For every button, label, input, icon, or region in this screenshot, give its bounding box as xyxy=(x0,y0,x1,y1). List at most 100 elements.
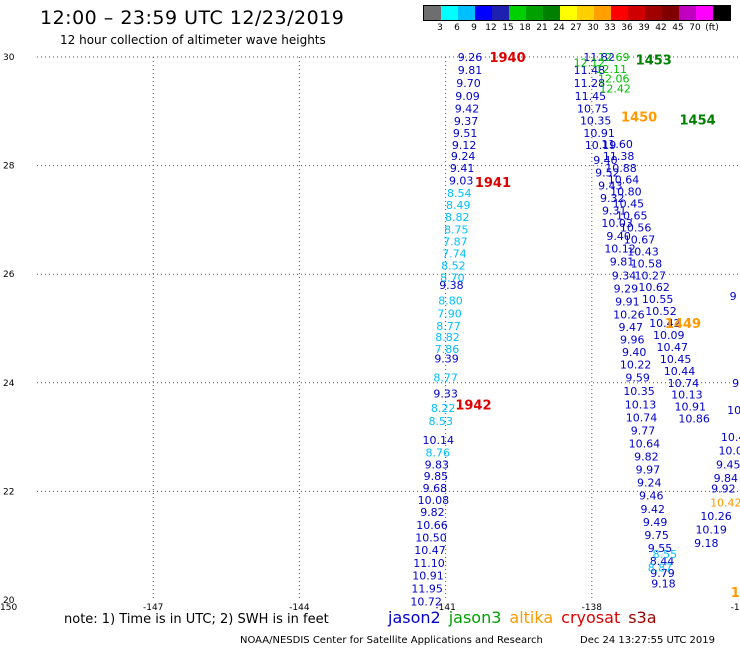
wave-height-point: 10.44 xyxy=(664,365,696,378)
color-swatch xyxy=(458,6,475,20)
wave-height-point: 9.31 xyxy=(602,205,627,218)
wave-height-point: 9.12 xyxy=(452,139,477,152)
wave-height-point: 10.88 xyxy=(605,162,637,175)
wave-height-point: 10.52 xyxy=(645,305,677,318)
pass-time-label: 15 xyxy=(731,586,740,601)
wave-height-point: 9.81 xyxy=(458,64,483,77)
pass-time-label: 1942 xyxy=(455,399,491,414)
color-swatch xyxy=(611,6,628,20)
x-tick-label: -150 xyxy=(0,603,17,613)
wave-height-point: 11.60 xyxy=(601,138,633,151)
wave-height-point: 9.55 xyxy=(648,542,673,555)
pass-time-label: 1453 xyxy=(636,54,672,69)
color-scale-label: 70 xyxy=(689,23,701,33)
wave-height-point: 7.74 xyxy=(442,248,467,261)
wave-height-point: 11.28 xyxy=(574,77,606,90)
wave-height-point: 7.87 xyxy=(443,236,468,249)
y-tick-label: 20 xyxy=(3,596,15,606)
color-swatch xyxy=(645,6,662,20)
wave-height-point: 9.42 xyxy=(455,103,480,116)
wave-height-point: 9.49 xyxy=(643,516,668,529)
legend-entry-jason2: jason2 xyxy=(388,608,441,627)
x-tick-label: -13 xyxy=(731,603,740,613)
wave-height-point: 8.49 xyxy=(446,199,471,212)
color-swatch xyxy=(475,6,492,20)
wave-height-point: 12.11 xyxy=(596,63,628,76)
color-scale-label: (ft) xyxy=(705,23,719,33)
wave-height-point: 10.14 xyxy=(423,434,455,447)
wave-height-point: 9.82 xyxy=(634,451,659,464)
wave-height-point: 9.91 xyxy=(615,295,640,308)
color-scale-labels: 3 6 9 12 15 18 21 24 27 30 33 36 39 42 45 70 (ft) xyxy=(423,21,731,35)
wave-height-point: 11.95 xyxy=(411,583,443,596)
color-swatch xyxy=(509,6,526,20)
color-scale-label: 30 xyxy=(587,23,599,33)
x-tick-label: -147 xyxy=(143,603,163,613)
wave-height-point: 10.03 xyxy=(601,217,633,230)
y-tick-label: 30 xyxy=(3,53,15,63)
color-swatch xyxy=(492,6,509,20)
color-scale-label: 21 xyxy=(536,23,548,33)
color-scale-label: 9 xyxy=(471,23,477,33)
wave-height-point: 10.64 xyxy=(629,438,661,451)
wave-height-point: 9.81 xyxy=(610,256,635,269)
wave-height-point: 9.47 xyxy=(619,321,644,334)
wave-height-point: 8.53 xyxy=(428,415,453,428)
x-tick-label: -144 xyxy=(289,603,310,613)
color-scale-label: 24 xyxy=(553,23,565,33)
color-swatch xyxy=(594,6,611,20)
color-scale-label: 27 xyxy=(570,23,582,33)
wave-height-point: 8.77 xyxy=(436,320,461,333)
wave-height-point: 9.79 xyxy=(650,567,675,580)
wave-height-point: 10.13 xyxy=(625,399,657,412)
color-swatch xyxy=(560,6,577,20)
wave-height-point: 9.45 xyxy=(716,458,740,471)
wave-height-point: 9.37 xyxy=(454,115,479,128)
wave-height-point: 9.46 xyxy=(639,490,664,503)
wave-height-point: 10.09 xyxy=(653,329,685,342)
wave-height-point: 10.67 xyxy=(624,233,656,246)
wave-height-point: 9.09 xyxy=(455,90,480,103)
wave-height-point: 10.19 xyxy=(585,139,617,152)
wave-height-point: 8.55 xyxy=(653,548,678,561)
footnote: note: 1) Time is in UTC; 2) SWH is in fe… xyxy=(64,612,329,627)
pass-time-label: 1450 xyxy=(621,111,657,126)
wave-height-point: 8.44 xyxy=(650,555,675,568)
legend-entry-s3a: s3a xyxy=(628,608,657,627)
generated-timestamp: Dec 24 13:27:55 UTC 2019 xyxy=(580,635,715,646)
wave-height-point: 8.70 xyxy=(440,271,465,284)
wave-height-point: 9.33 xyxy=(433,388,458,401)
wave-height-point: 9.34 xyxy=(612,269,637,282)
wave-height-point: 8.82 xyxy=(435,331,460,344)
wave-height-point: 9.03 xyxy=(449,174,474,187)
color-swatch xyxy=(441,6,458,20)
wave-height-point: 11.38 xyxy=(603,150,635,163)
y-tick-label: 26 xyxy=(3,270,15,280)
chart-title: 12:00 – 23:59 UTC 12/23/2019 xyxy=(40,7,345,29)
wave-height-point: 9.82 xyxy=(420,506,445,519)
wave-height-point: 10.58 xyxy=(631,257,663,270)
wave-height-point: 10.42 xyxy=(710,496,740,509)
wave-height-point: 9.97 xyxy=(636,464,661,477)
wave-height-point: 9.51 xyxy=(453,127,478,140)
y-tick-label: 24 xyxy=(3,379,15,389)
pass-time-label: 1941 xyxy=(475,176,511,191)
wave-height-point: 9.38 xyxy=(439,279,464,292)
color-swatch xyxy=(577,6,594,20)
wave-height-point: 9.42 xyxy=(640,503,665,516)
wave-height-point: 10.64 xyxy=(608,174,640,187)
wave-height-point: 8.80 xyxy=(438,294,463,307)
y-tick-label: 22 xyxy=(3,487,14,497)
wave-height-point: 8.52 xyxy=(441,260,466,273)
wave-height-point: 9.26 xyxy=(458,51,483,64)
color-scale-label: 15 xyxy=(502,23,514,33)
pass-time-label: 1454 xyxy=(680,113,716,128)
wave-height-point: 9 xyxy=(730,290,737,303)
wave-height-point: 10.74 xyxy=(626,412,658,425)
wave-height-point: 10 xyxy=(727,404,740,417)
wave-height-point: 10.35 xyxy=(580,115,612,128)
wave-height-point: 10.55 xyxy=(642,293,674,306)
wave-height-point: 7.86 xyxy=(435,343,460,356)
pass-time-label: 1940 xyxy=(489,51,525,66)
